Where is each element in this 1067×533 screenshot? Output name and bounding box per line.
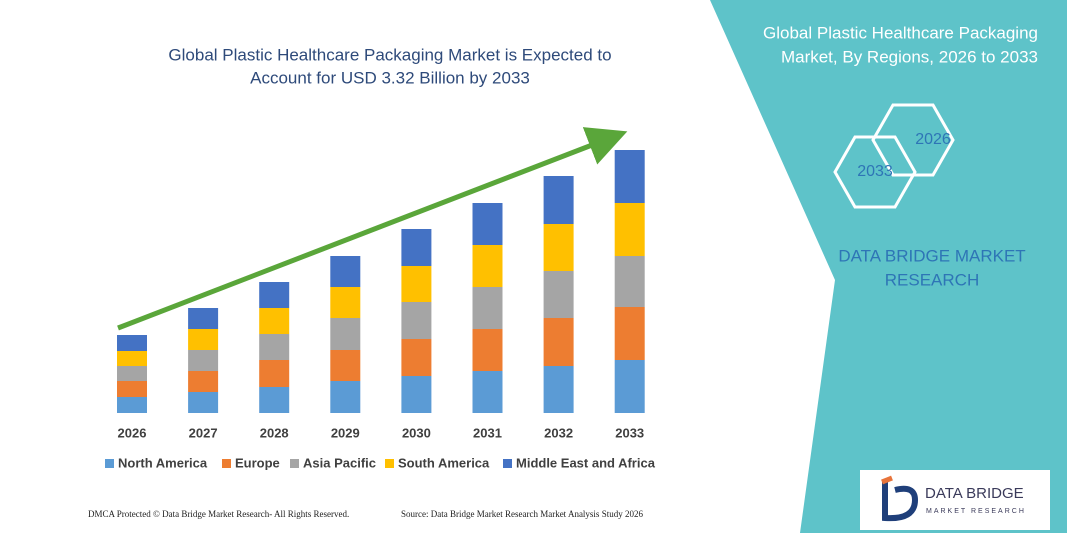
hexagon — [871, 103, 955, 177]
bar-segment — [188, 392, 219, 413]
chart-title: Account for USD 3.32 Billion by 2033 — [250, 68, 530, 87]
teal-panel — [710, 0, 1067, 533]
footer-left: DMCA Protected © Data Bridge Market Rese… — [88, 509, 349, 519]
legend-label: Europe — [235, 455, 280, 470]
logo-name: DATA BRIDGE — [925, 485, 1024, 502]
bar-segment — [188, 308, 219, 329]
bar-segment — [401, 376, 432, 413]
bar-segment — [543, 318, 574, 366]
bar-segment — [117, 335, 147, 351]
hexagon-label: 2033 — [857, 163, 893, 180]
bar-segment — [259, 334, 290, 360]
logo-mark — [881, 475, 893, 485]
legend-swatch — [222, 459, 231, 468]
legend-label: Middle East and Africa — [516, 455, 656, 470]
bar-segment — [472, 245, 503, 287]
brand-label: RESEARCH — [885, 270, 979, 289]
bar-segment — [188, 371, 219, 392]
bar-segment — [614, 256, 645, 307]
bar-segment — [330, 350, 361, 381]
chart-title: Global Plastic Healthcare Packaging Mark… — [168, 45, 611, 64]
bar-segment — [614, 307, 645, 360]
bar-segment — [330, 256, 361, 287]
bar-segment — [543, 176, 574, 224]
hexagon-label: 2026 — [915, 131, 951, 148]
panel-title: Global Plastic Healthcare Packaging — [763, 23, 1038, 42]
x-tick-label: 2026 — [118, 425, 147, 440]
bar-segment — [401, 266, 432, 302]
legend-label: North America — [118, 455, 208, 470]
bar-segment — [401, 302, 432, 339]
x-tick-label: 2027 — [189, 425, 218, 440]
bar-segment — [259, 308, 290, 334]
bar-segment — [330, 287, 361, 318]
bar-segment — [543, 271, 574, 318]
bar-segment — [117, 381, 147, 397]
bar-segment — [117, 397, 147, 413]
brand-label: DATA BRIDGE MARKET — [838, 246, 1025, 265]
footer-right: Source: Data Bridge Market Research Mark… — [401, 509, 643, 519]
legend-label: South America — [398, 455, 490, 470]
bar-segment — [259, 282, 290, 308]
x-tick-label: 2030 — [402, 425, 431, 440]
bar-segment — [472, 329, 503, 371]
bar-segment — [401, 229, 432, 266]
x-tick-label: 2029 — [331, 425, 360, 440]
x-tick-label: 2028 — [260, 425, 289, 440]
legend-swatch — [105, 459, 114, 468]
logo-mark — [882, 482, 919, 522]
bar-segment — [117, 366, 147, 381]
panel-title: Market, By Regions, 2026 to 2033 — [781, 47, 1038, 66]
bar-segment — [259, 360, 290, 387]
bar-segment — [614, 360, 645, 413]
bar-segment — [330, 318, 361, 350]
bar-segment — [401, 339, 432, 376]
bar-segment — [188, 350, 219, 371]
x-tick-label: 2032 — [544, 425, 573, 440]
bar-segment — [472, 203, 503, 245]
bar-segment — [259, 387, 290, 413]
bar-segment — [614, 150, 645, 203]
x-tick-label: 2031 — [473, 425, 502, 440]
x-tick-label: 2033 — [615, 425, 644, 440]
legend-label: Asia Pacific — [303, 455, 376, 470]
bar-segment — [188, 329, 219, 350]
hexagon — [833, 135, 917, 209]
trend-arrow — [117, 127, 628, 331]
bar-segment — [614, 203, 645, 256]
bar-segment — [472, 287, 503, 329]
legend-swatch — [290, 459, 299, 468]
bar-segment — [117, 351, 147, 366]
bar-segment — [472, 371, 503, 413]
bar-segment — [543, 224, 574, 271]
bar-segment — [543, 366, 574, 413]
legend-swatch — [503, 459, 512, 468]
legend-swatch — [385, 459, 394, 468]
logo-tagline: MARKET RESEARCH — [926, 508, 1026, 515]
bar-segment — [330, 381, 361, 413]
